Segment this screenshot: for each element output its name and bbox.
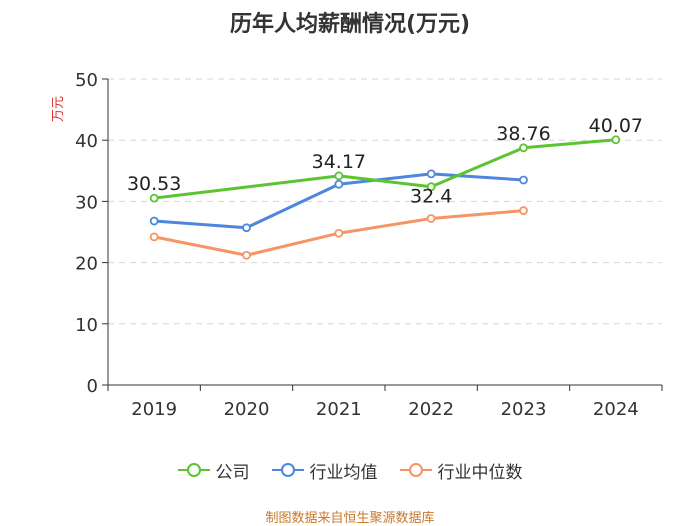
data-point (611, 135, 621, 145)
chart-title: 历年人均薪酬情况(万元) (229, 12, 471, 37)
y-tick-label: 0 (87, 376, 98, 397)
legend-label: 行业均值 (309, 462, 378, 483)
source-note: 制图数据来自恒生聚源数据库 (265, 511, 435, 526)
chart-legend: 公司 行业均值 行业中位数 (0, 455, 700, 485)
y-tick-label: 40 (75, 131, 98, 152)
data-point (519, 143, 528, 153)
x-tick-label: 2022 (408, 399, 454, 420)
data-label: 38.76 (496, 123, 550, 145)
legend-item[interactable]: 行业中位数 (399, 458, 523, 483)
legend-item[interactable]: 公司 (177, 458, 250, 483)
x-tick-label: 2020 (224, 399, 270, 420)
data-point (334, 171, 344, 181)
y-tick-label: 30 (75, 192, 98, 213)
data-point (242, 250, 251, 260)
data-point (334, 228, 344, 238)
x-tick-label: 2023 (501, 399, 547, 420)
legend-label: 行业中位数 (437, 462, 523, 483)
data-point (426, 182, 436, 192)
data-point (426, 214, 436, 223)
data-point (242, 223, 251, 233)
data-point (334, 179, 344, 189)
legend-marker-icon (271, 463, 304, 477)
y-tick-label: 20 (75, 254, 98, 275)
legend-item[interactable]: 行业均值 (271, 458, 378, 483)
y-axis-label: 万元 (51, 96, 66, 122)
legend-label: 公司 (215, 462, 250, 483)
data-label: 34.17 (312, 151, 366, 173)
data-point (519, 206, 528, 215)
data-point (149, 193, 159, 203)
legend-marker-icon (177, 463, 210, 477)
legend-marker-icon (399, 463, 432, 477)
data-label: 30.53 (127, 173, 181, 195)
data-label: 32.4 (410, 186, 452, 208)
data-label: 40.07 (589, 115, 643, 137)
x-tick-label: 2024 (593, 399, 639, 420)
x-tick-label: 2021 (316, 399, 362, 420)
data-point (149, 232, 159, 242)
x-tick-label: 2019 (131, 399, 177, 420)
data-point (149, 216, 159, 226)
y-tick-label: 10 (75, 315, 98, 336)
data-point (519, 175, 528, 185)
series-line (153, 138, 616, 200)
y-tick-label: 50 (75, 70, 98, 91)
data-point (426, 169, 436, 179)
